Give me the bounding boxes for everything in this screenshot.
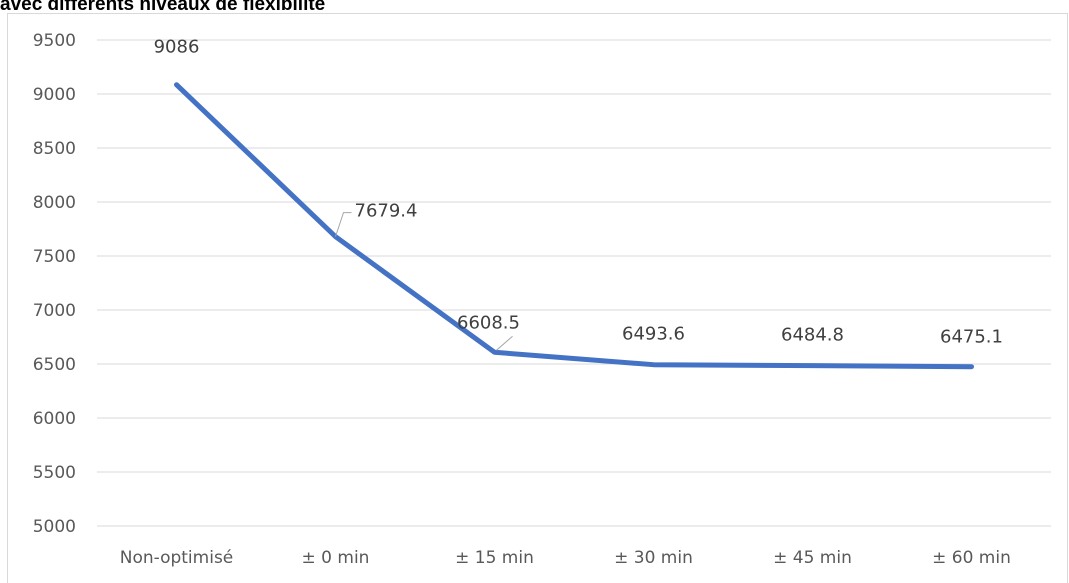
data-label-leader xyxy=(496,335,513,351)
y-tick-label: 6000 xyxy=(33,409,76,429)
data-label: 6493.6 xyxy=(622,324,685,345)
series-lines xyxy=(174,82,974,370)
y-axis-tick-labels: 5000 5500 6000 6500 7000 7500 8000 8500 9000 9500 xyxy=(33,31,76,537)
data-label: 6484.8 xyxy=(781,325,844,346)
y-tick-label: 7500 xyxy=(33,247,76,267)
x-tick-label: ± 60 min xyxy=(932,548,1011,568)
x-tick-label: ± 30 min xyxy=(614,548,693,568)
y-tick-label: 8500 xyxy=(33,139,76,159)
data-label-leader xyxy=(335,212,352,237)
y-tick-label: 5000 xyxy=(33,517,76,537)
y-tick-label: 5500 xyxy=(33,463,76,483)
y-tick-label: 8000 xyxy=(33,193,76,213)
x-tick-label: ± 15 min xyxy=(455,548,534,568)
x-tick-label: ± 45 min xyxy=(773,548,852,568)
series-line xyxy=(174,82,974,370)
chart-title: avec différents niveaux de flexibilité xyxy=(0,0,326,15)
data-labels: 9086 7679.4 6608.5 6493.6 6484.8 6475.1 xyxy=(154,37,1003,348)
chart-frame xyxy=(7,13,1068,583)
y-tick-label: 9000 xyxy=(33,85,76,105)
data-label: 9086 xyxy=(154,37,200,58)
x-tick-label: Non-optimisé xyxy=(120,548,234,568)
data-label: 7679.4 xyxy=(355,201,418,222)
x-axis-tick-labels: Non-optimisé ± 0 min ± 15 min ± 30 min ± 45 … xyxy=(120,548,1011,568)
y-tick-label: 6500 xyxy=(33,355,76,375)
x-tick-label: ± 0 min xyxy=(302,548,370,568)
data-label: 6475.1 xyxy=(940,327,1003,348)
data-label: 6608.5 xyxy=(457,312,520,333)
data-label-leaders xyxy=(335,212,513,351)
y-tick-label: 9500 xyxy=(33,31,76,51)
gridlines xyxy=(97,39,1051,527)
y-tick-label: 7000 xyxy=(33,301,76,321)
